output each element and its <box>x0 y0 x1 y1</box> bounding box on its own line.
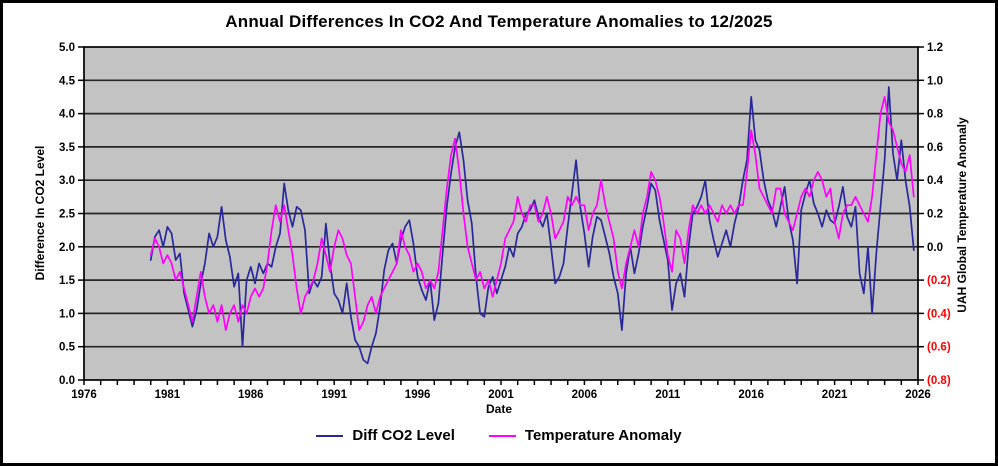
x-tick-label: 2006 <box>572 389 598 401</box>
plot-canvas: 0.0 0.5 1.0 1.5 2.0 2.5 3.0 3.5 4.0 4.5 5.0 (0.8) (0… <box>59 42 951 401</box>
x-axis-title: Date <box>485 402 512 416</box>
y-left-tick-label: 5.0 <box>59 42 75 54</box>
legend-item-temperature: Temperature Anomaly <box>488 427 682 444</box>
x-tick-label: 2021 <box>822 389 848 401</box>
y-right-tick-label: 0.0 <box>927 242 943 254</box>
legend-item-co2: Diff CO2 Level <box>316 427 455 444</box>
co2-legend-label: Diff CO2 Level <box>352 427 455 444</box>
y-left-tick-label: 4.5 <box>59 75 76 87</box>
y-right-tick-label: (0.2) <box>927 275 951 287</box>
y-right-tick-label: 0.2 <box>927 209 943 221</box>
x-tick-label: 2001 <box>488 389 514 401</box>
y-left-tick-label: 0.0 <box>59 375 75 387</box>
x-tick-label: 2016 <box>738 389 764 401</box>
y-right-tick-label: (0.8) <box>927 375 951 387</box>
y-left-tick-label: 2.5 <box>59 209 76 221</box>
x-tick-label: 1996 <box>405 389 431 401</box>
y-right-tick-label: 0.6 <box>927 142 943 154</box>
legend: Diff CO2 Level Temperature Anomaly <box>3 427 995 444</box>
y-right-tick-label: 1.2 <box>927 42 943 54</box>
temperature-series-line <box>149 96 915 331</box>
y-left-tick-label: 2.0 <box>59 242 75 254</box>
x-tick-label: 2026 <box>905 389 931 401</box>
temperature-legend-swatch-line <box>488 434 516 437</box>
x-tick-label: 1986 <box>238 389 264 401</box>
x-tick-label: 1991 <box>321 389 347 401</box>
x-tick-label: 2011 <box>655 389 681 401</box>
y-left-tick-label: 3.5 <box>59 142 76 154</box>
co2-legend-swatch-line <box>316 434 344 437</box>
temperature-legend-label: Temperature Anomaly <box>524 427 682 444</box>
y-right-tick-label: (0.4) <box>927 308 951 320</box>
y-right-tick-label: (0.6) <box>927 342 951 354</box>
y-left-tick-label: 0.5 <box>59 342 76 354</box>
y-left-tick-label: 1.5 <box>59 275 76 287</box>
x-tick-label: 1981 <box>155 389 181 401</box>
x-tick-label: 1976 <box>71 389 97 401</box>
chart-title: Annual Differences In CO2 And Temperatur… <box>225 12 773 31</box>
y-left-tick-label: 4.0 <box>59 109 75 121</box>
y-right-tick-label: 0.4 <box>927 175 944 187</box>
y-right-tick-label: 0.8 <box>927 109 944 121</box>
y-left-tick-label: 1.0 <box>59 308 75 320</box>
y-left-tick-label: 3.0 <box>59 175 75 187</box>
y-right-tick-label: 1.0 <box>927 75 943 87</box>
